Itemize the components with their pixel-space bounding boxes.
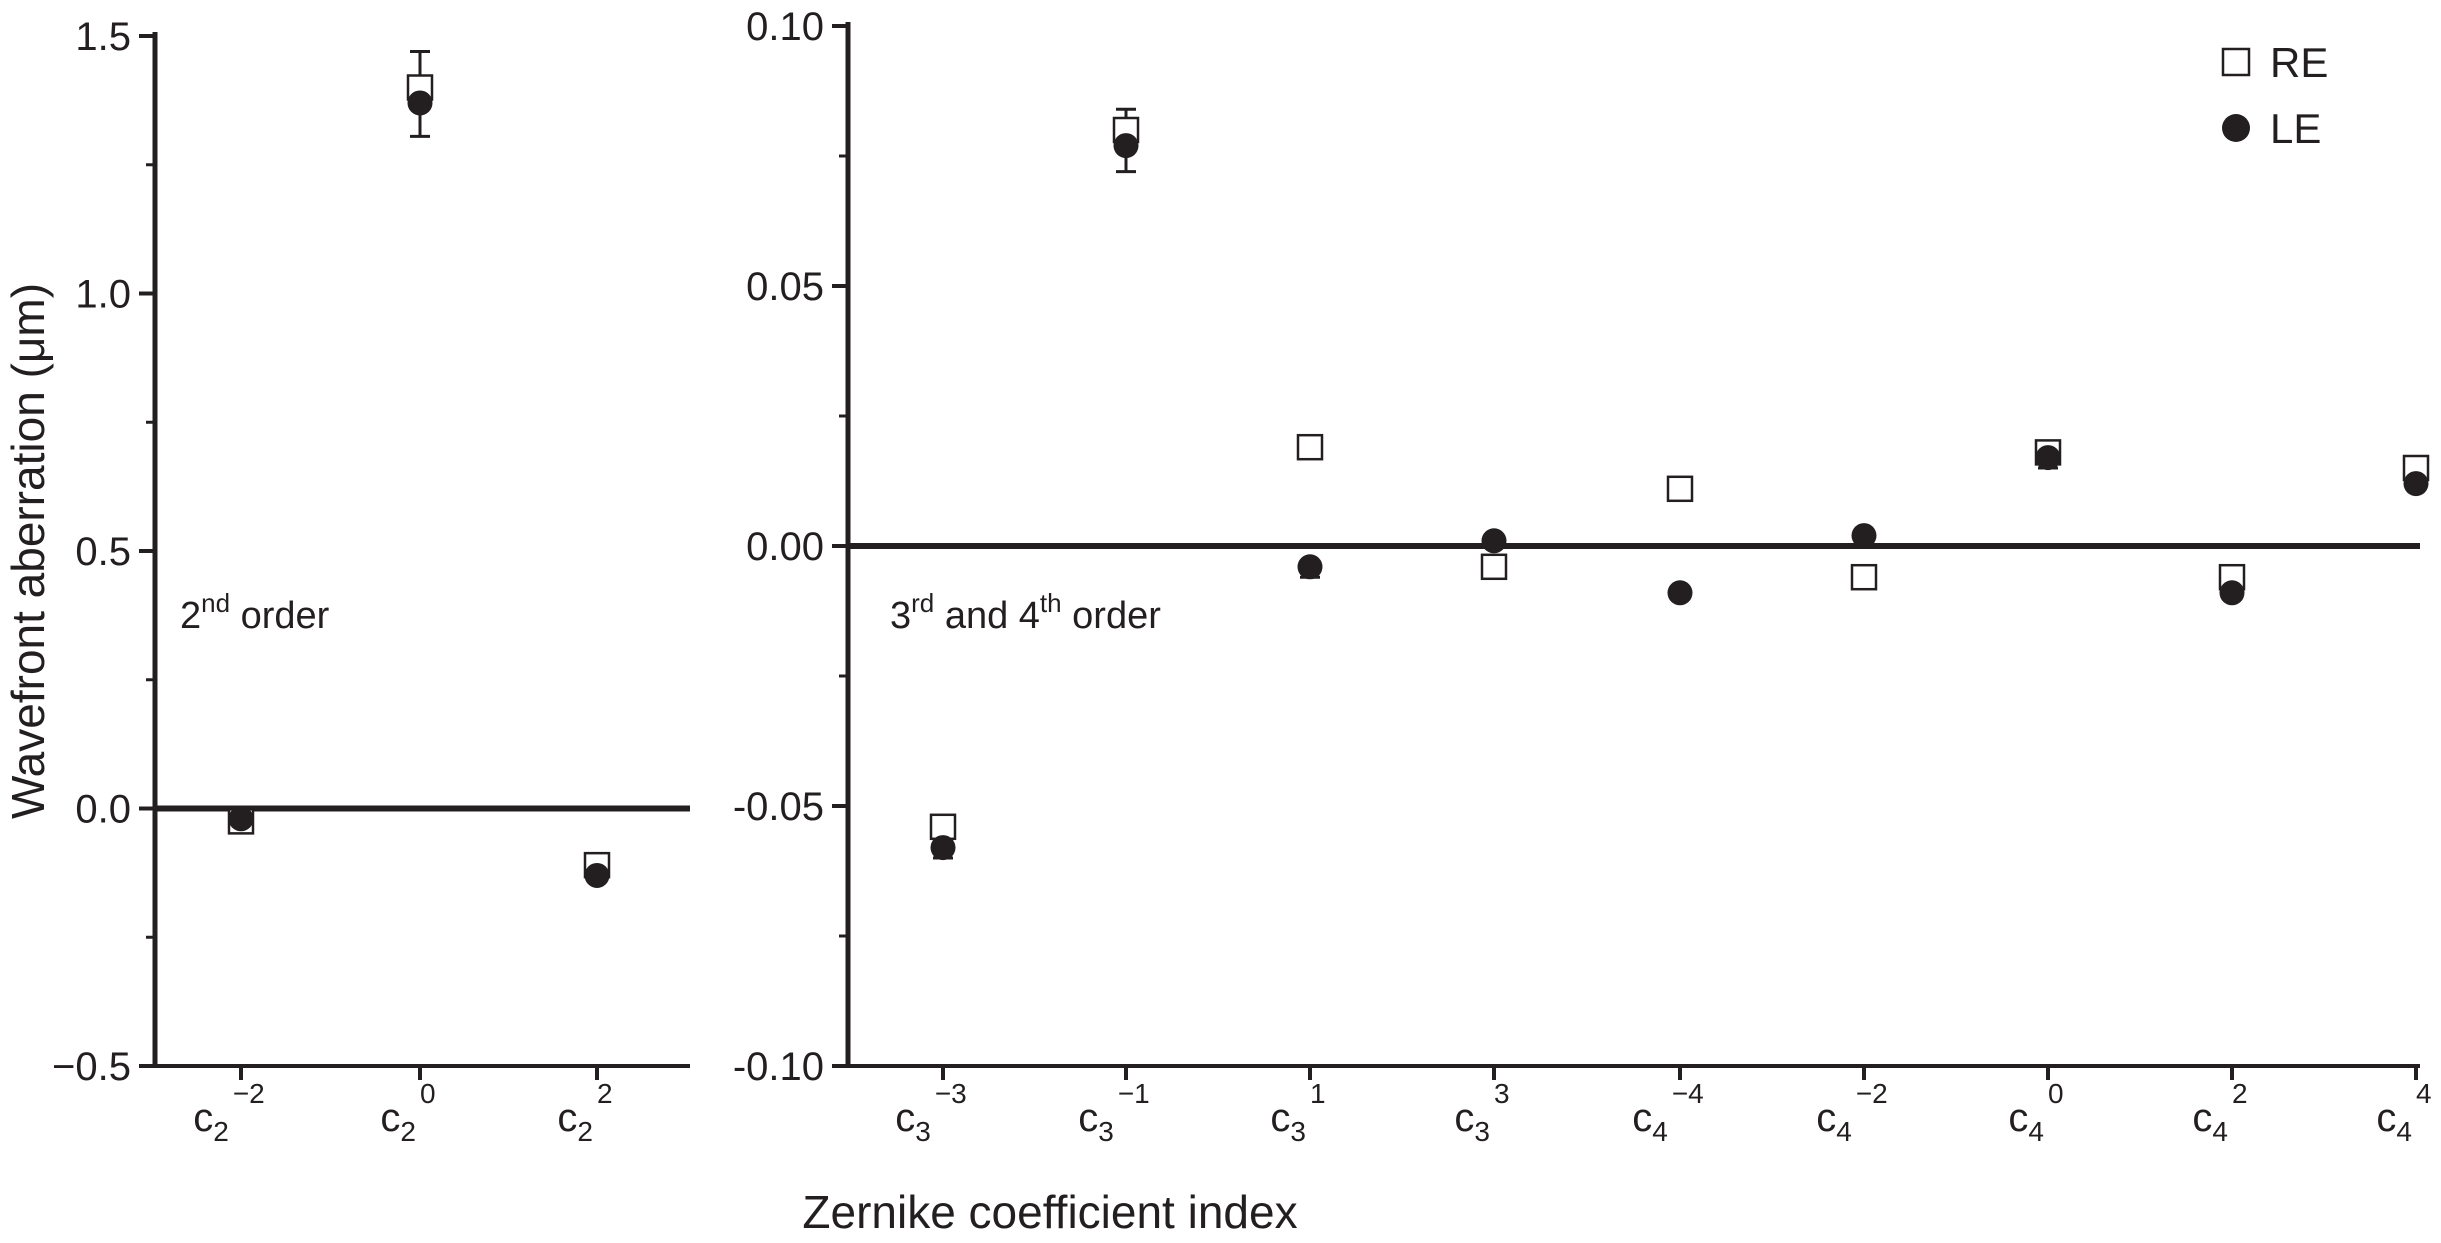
data-point-le [2403, 471, 2429, 497]
x-category-label: c2−2 [193, 1078, 265, 1147]
data-point-le [930, 835, 956, 861]
data-point-re [1480, 553, 1508, 581]
x-category-label: c40 [2008, 1078, 2063, 1147]
data-point-le [2219, 580, 2245, 606]
y-tick-label: 1.0 [75, 273, 131, 317]
order-annotation: 3rd and 4th order [890, 588, 1161, 637]
x-axis-title: Zernike coefficient index [802, 1186, 1297, 1238]
left-panel-2nd-order: −0.5 0.0 0.5 1.0 1.5 c2−2 c20 c22 2nd order [52, 15, 690, 1147]
legend: RE LE [2221, 39, 2328, 152]
x-category-label: c3−1 [1078, 1078, 1150, 1147]
y-tick-label: 0.10 [746, 5, 824, 49]
x-category-label: c44 [2376, 1078, 2431, 1147]
legend-marker-re [2221, 47, 2251, 77]
y-tick-label: -0.10 [733, 1045, 824, 1089]
right-panel-3rd-4th-order: -0.10 -0.05 0.00 0.05 0.10 c3−3 c3−1 c31 c33 c4−4… [733, 5, 2432, 1147]
x-category-label: c22 [557, 1078, 612, 1147]
y-tick-label: -0.05 [733, 785, 824, 829]
x-category-label: c4−2 [1816, 1078, 1888, 1147]
data-point-le [2035, 445, 2061, 471]
x-category-label: c33 [1454, 1078, 1509, 1147]
data-point-le [1667, 580, 1693, 606]
data-point-le [407, 90, 433, 116]
x-category-label: c42 [2192, 1078, 2247, 1147]
data-point-le [584, 862, 610, 888]
legend-label: LE [2270, 105, 2321, 152]
y-tick-label: 1.5 [75, 15, 131, 59]
x-category-label: c31 [1270, 1078, 1325, 1147]
legend-marker-le [2222, 114, 2250, 142]
data-point-re [1666, 475, 1694, 503]
x-category-label: c4−4 [1632, 1078, 1704, 1147]
data-point-le [1297, 554, 1323, 580]
y-axis-title: Wavefront aberration (μm) [2, 283, 54, 819]
y-tick-label: 0.05 [746, 265, 824, 309]
data-point-le [1851, 523, 1877, 549]
y-tick-label: −0.5 [52, 1045, 131, 1089]
y-tick-label: 0.00 [746, 525, 824, 569]
data-point-re [1850, 563, 1878, 591]
y-tick-label: 0.5 [75, 530, 131, 574]
data-point-le [1113, 133, 1139, 159]
x-category-label: c20 [380, 1078, 435, 1147]
legend-label: RE [2270, 39, 2328, 86]
data-point-le [1481, 528, 1507, 554]
data-point-le [228, 806, 254, 832]
x-category-label: c3−3 [895, 1078, 967, 1147]
y-tick-label: 0.0 [75, 788, 131, 832]
order-annotation: 2nd order [180, 588, 330, 637]
data-point-re [1296, 433, 1324, 461]
